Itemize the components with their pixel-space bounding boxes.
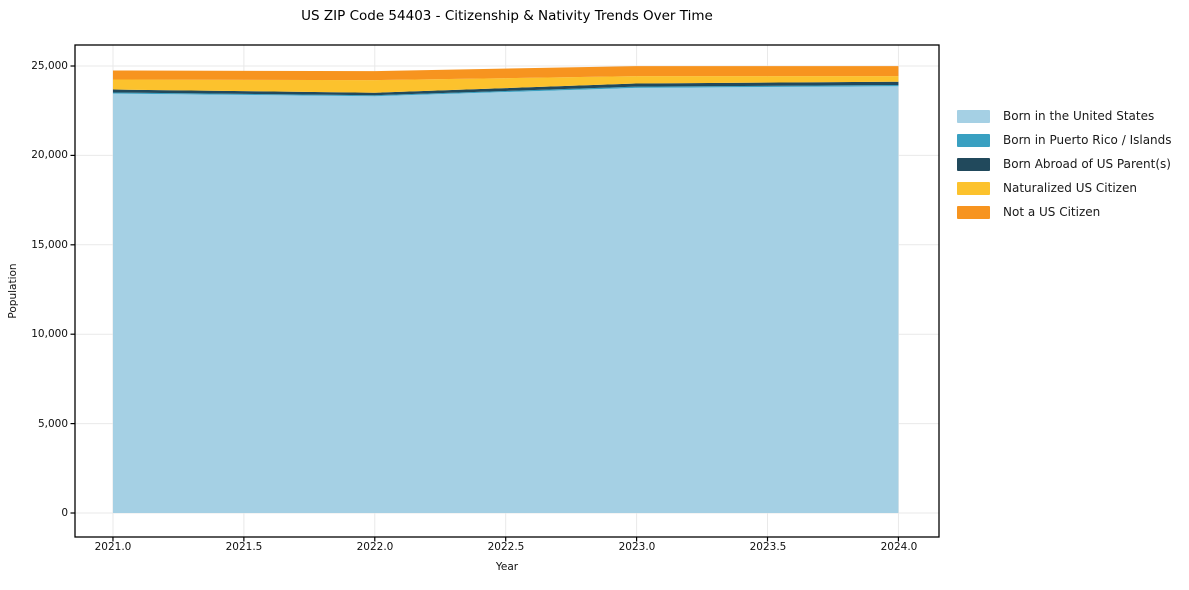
legend-item: Born in Puerto Rico / Islands — [957, 128, 1172, 152]
y-tick-label: 15,000 — [31, 239, 68, 251]
x-tick-label: 2021.0 — [94, 541, 132, 553]
x-tick-label: 2022.0 — [356, 541, 394, 553]
legend-swatch-born-pr-icon — [957, 133, 990, 147]
stacked-areas — [112, 66, 899, 514]
y-tick-label: 25,000 — [31, 60, 68, 72]
y-tick-label: 0 — [61, 507, 68, 519]
x-tick-label: 2024.0 — [880, 541, 918, 553]
legend-swatch-born-abroad-icon — [957, 157, 990, 171]
legend-label: Born in Puerto Rico / Islands — [1003, 133, 1172, 147]
legend-item: Born in the United States — [957, 104, 1172, 128]
y-tick-label: 10,000 — [31, 328, 68, 340]
legend-item: Naturalized US Citizen — [957, 176, 1172, 200]
legend-label: Born Abroad of US Parent(s) — [1003, 157, 1171, 171]
legend-item: Not a US Citizen — [957, 200, 1172, 224]
y-tick-label: 5,000 — [37, 418, 68, 430]
legend-swatch-naturalized-icon — [957, 181, 990, 195]
y-tick-label: 20,000 — [31, 149, 68, 161]
x-axis-label: Year — [495, 561, 519, 573]
legend-label: Naturalized US Citizen — [1003, 181, 1137, 195]
x-tick-label: 2023.5 — [749, 541, 787, 553]
x-tick-label: 2021.5 — [225, 541, 263, 553]
chart-title: US ZIP Code 54403 - Citizenship & Nativi… — [301, 8, 713, 24]
axis-ticks — [70, 65, 900, 542]
legend: Born in the United States Born in Puerto… — [957, 104, 1172, 224]
x-tick-label: 2022.5 — [487, 541, 525, 553]
legend-swatch-not-citizen-icon — [957, 205, 990, 219]
legend-label: Not a US Citizen — [1003, 205, 1101, 219]
legend-swatch-born-us-icon — [957, 109, 990, 123]
y-axis-label: Population — [7, 263, 19, 319]
plot-border — [74, 44, 940, 538]
x-tick-label: 2023.0 — [618, 541, 656, 553]
legend-label: Born in the United States — [1003, 109, 1155, 123]
legend-item: Born Abroad of US Parent(s) — [957, 152, 1172, 176]
